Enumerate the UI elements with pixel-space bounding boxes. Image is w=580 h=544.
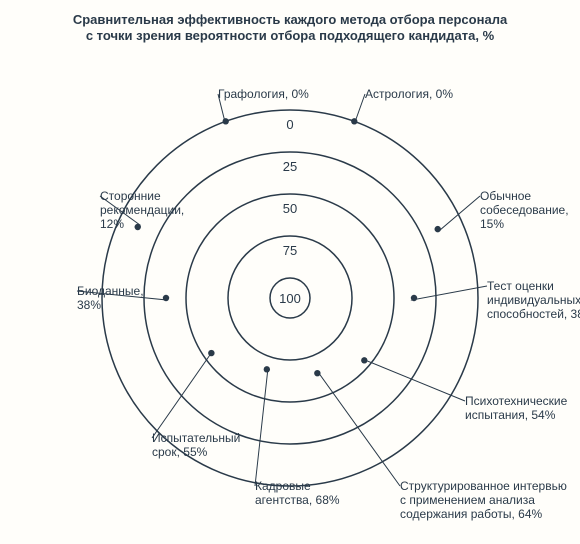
- item-label: Тест оценкииндивидуальныхспособностей, 3…: [487, 279, 580, 321]
- item-label: Испытательныйсрок, 55%: [152, 431, 240, 459]
- ring-label-75: 75: [283, 243, 297, 258]
- data-point: [264, 366, 270, 372]
- item-label: Биоданные,38%: [77, 284, 144, 312]
- leader-line: [438, 196, 480, 230]
- chart-title-line1: Сравнительная эффективность каждого мето…: [0, 12, 580, 28]
- item-label: Астрология, 0%: [365, 87, 453, 101]
- item-label: Психотехническиеиспытания, 54%: [465, 394, 568, 422]
- ring-label-25: 25: [283, 159, 297, 174]
- ring-label-50: 50: [283, 201, 297, 216]
- leader-line: [255, 368, 268, 486]
- chart-title: Сравнительная эффективность каждого мето…: [0, 12, 580, 45]
- item-label: Обычноесобеседование,15%: [480, 189, 569, 231]
- leader-line: [412, 286, 487, 300]
- item-label: Структурированное интервьюс применением …: [400, 479, 567, 521]
- item-label: Графология, 0%: [218, 87, 309, 101]
- ring-label-0: 0: [286, 117, 293, 132]
- leader-line: [317, 372, 400, 486]
- leader-line: [364, 360, 465, 401]
- ring-label-100: 100: [279, 291, 301, 306]
- chart-title-line2: с точки зрения вероятности отбора подход…: [0, 28, 580, 44]
- item-label: Кадровыеагентства, 68%: [255, 479, 340, 507]
- leader-line: [354, 94, 365, 122]
- item-label: Сторонниерекомендации,12%: [100, 189, 184, 231]
- radial-chart: 100 75 50 25 0 Графология, 0% Астрология, 0% Ст…: [0, 0, 580, 544]
